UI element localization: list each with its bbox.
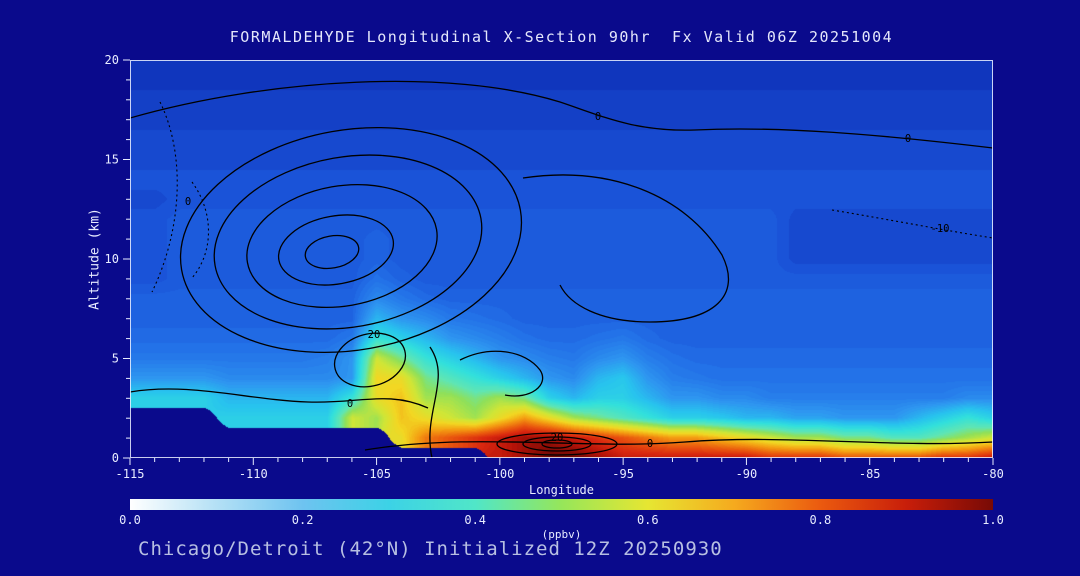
y-tick-label: 10 — [105, 252, 119, 266]
colorbar-tick-label: 0.6 — [636, 513, 659, 527]
colorbar-tick-labels: 0.0 0.2 0.4 0.6 0.8 1.0 — [119, 513, 1004, 527]
colorbar-tick-label: 0.4 — [464, 513, 487, 527]
x-tick-label: -115 — [116, 467, 145, 481]
y-tick-label: 20 — [105, 53, 119, 67]
y-tick-label: 5 — [112, 352, 119, 366]
colorbar-tick-label: 0.2 — [291, 513, 314, 527]
plot-area: 0 0 -10 0 20 0 0 20 — [130, 60, 993, 458]
field-canvas — [130, 60, 993, 458]
y-tick-label: 0 — [112, 451, 119, 465]
x-tick-label: -85 — [859, 467, 881, 481]
chart-title: FORMALDEHYDE Longitudinal X-Section 90hr… — [229, 28, 894, 46]
x-axis-title: Longitude — [528, 483, 595, 497]
y-tick-label: 15 — [105, 153, 119, 167]
x-tick-label: -90 — [736, 467, 758, 481]
colorbar-tick-label: 1.0 — [982, 513, 1004, 527]
colorbar-tick-label: 0.0 — [119, 513, 141, 527]
subtitle: Chicago/Detroit (42°N) Initialized 12Z 2… — [138, 538, 723, 560]
x-tick-label: -100 — [485, 467, 514, 481]
x-tick-label: -110 — [239, 467, 268, 481]
x-tick-label: -95 — [612, 467, 634, 481]
y-axis-title: Altitude (km) — [87, 208, 103, 310]
x-tick-label: -80 — [982, 467, 1004, 481]
colorbar-tick-label: 0.8 — [809, 513, 832, 527]
colorbar-title: (ppbv) — [541, 528, 582, 541]
colorbar-gradient — [130, 499, 993, 510]
x-tick-label: -105 — [362, 467, 391, 481]
